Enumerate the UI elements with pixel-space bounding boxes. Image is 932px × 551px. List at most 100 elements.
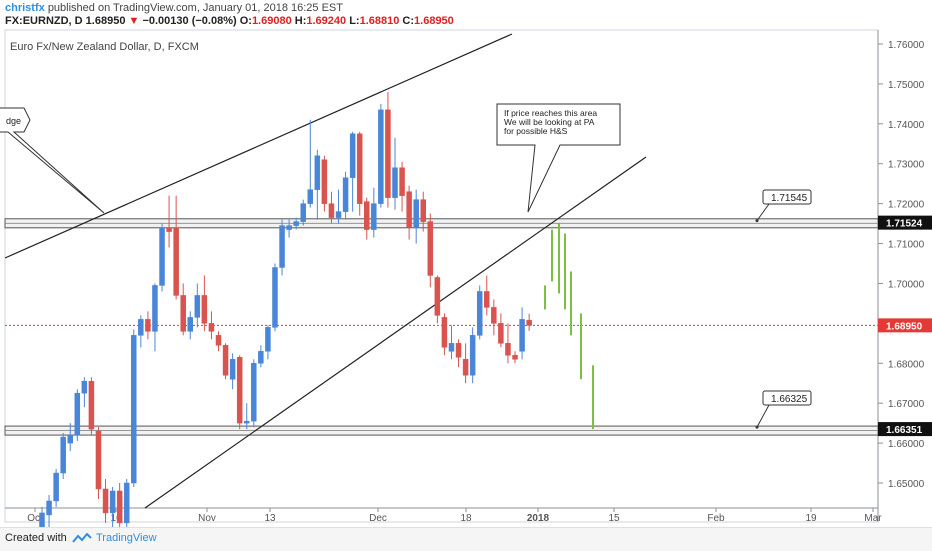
high-value: 1.69240 <box>306 15 347 27</box>
price-tick-label: 1.74000 <box>888 120 925 131</box>
level-price-tag <box>878 422 932 437</box>
candle-body <box>95 430 102 490</box>
ohlc-line: FX:EURNZD, D 1.68950 ▼ −0.00130 (−0.08%)… <box>5 15 454 27</box>
callout-pointer <box>756 203 770 221</box>
candle-body <box>427 221 434 276</box>
time-tick-label: Feb <box>707 513 725 524</box>
callout-anchor-dot <box>755 425 759 429</box>
horizontal-levels: 1.71524 1.66351 1.68950 <box>4 215 932 437</box>
candle-body <box>215 335 222 346</box>
candle-body <box>159 227 165 286</box>
candle-body <box>131 335 137 484</box>
last-price: 1.68950 <box>85 15 126 27</box>
candle-body <box>399 167 405 196</box>
time-tick-label: 16 <box>110 513 122 524</box>
tradingview-logo-icon <box>72 533 92 543</box>
candle-body <box>406 191 412 228</box>
candle-body <box>173 227 179 296</box>
author-link[interactable]: christfx <box>5 2 45 14</box>
price-tick-label: 1.73000 <box>888 160 925 171</box>
candle-body <box>349 133 356 178</box>
price-tick-label: 1.75000 <box>888 80 925 91</box>
callout-label: 1.71545 <box>771 193 808 204</box>
candle-body <box>67 434 73 444</box>
high-label: H: <box>294 15 307 27</box>
candle-body <box>60 436 66 474</box>
price-chart[interactable]: Euro Fx/New Zealand Dollar, D, FXCM 1.76… <box>0 0 932 527</box>
symbol-label: FX:EURNZD, D <box>5 15 83 27</box>
callout-box <box>762 390 812 406</box>
price-tick-label: 1.67000 <box>888 399 925 410</box>
candle-body <box>243 420 250 424</box>
callout-anchor-dot <box>755 219 759 223</box>
candle-body <box>512 355 518 360</box>
candle-body <box>116 490 123 524</box>
candle-body <box>420 199 426 222</box>
candle-body <box>53 472 59 502</box>
candle-body <box>222 345 229 376</box>
level-price-tag <box>878 215 932 230</box>
callout-label: 1.66325 <box>771 394 808 405</box>
candle-body <box>187 317 194 332</box>
footer-bar: Created with TradingView <box>0 527 932 551</box>
candle-body <box>335 211 342 218</box>
price-tick-label: 1.65000 <box>888 479 925 490</box>
candle-body <box>476 291 483 336</box>
low-value: 1.68810 <box>359 15 400 27</box>
time-tick-label: 2018 <box>527 513 550 524</box>
current-price-tag-label: 1.68950 <box>886 321 923 332</box>
publish-line: christfx published on TradingView.com, J… <box>5 2 343 14</box>
price-tick-label: 1.66000 <box>888 439 925 450</box>
candle-body <box>102 488 109 514</box>
candle-body <box>286 225 292 230</box>
candle-body <box>356 133 363 204</box>
wedge-label-text: dge <box>6 116 21 126</box>
low-label: L: <box>349 15 360 27</box>
price-tick-label: 1.76000 <box>888 40 925 51</box>
annotation-text: We will be looking at PA <box>504 117 595 127</box>
upper-channel-line <box>4 33 513 259</box>
candle-body <box>526 319 532 326</box>
chart-title: Euro Fx/New Zealand Dollar, D, FXCM <box>10 41 199 53</box>
candle-body <box>236 357 243 424</box>
candle-body <box>307 189 314 204</box>
candle-body <box>46 500 52 516</box>
candle-body <box>321 159 328 204</box>
open-value: 1.69080 <box>251 15 292 27</box>
time-tick-label: Oct <box>27 513 43 524</box>
current-price-tag <box>878 318 932 333</box>
candle-body <box>484 291 490 308</box>
candle-body <box>505 343 511 356</box>
candle-body <box>491 307 497 324</box>
tradingview-link[interactable]: TradingView <box>96 532 157 544</box>
candle-body <box>251 363 257 422</box>
time-tick-label: 13 <box>264 513 276 524</box>
candle-body <box>208 323 215 332</box>
candle-body <box>166 227 172 232</box>
wedge-label-bubble <box>0 107 105 214</box>
candle-body <box>145 319 151 332</box>
price-tick-label: 1.68000 <box>888 359 925 370</box>
candle-body <box>138 319 144 336</box>
candle-body <box>74 392 81 436</box>
annotations: 1.71545 1.66325 If price reaches this area… <box>0 103 812 429</box>
candle-body <box>314 155 321 190</box>
candle-body <box>462 359 469 376</box>
annotation-bubble <box>496 103 621 213</box>
candle-body <box>378 109 384 204</box>
candle-body <box>371 203 377 230</box>
plot-area[interactable] <box>4 29 879 523</box>
candle-body <box>293 221 299 226</box>
time-tick-label: 18 <box>460 513 472 524</box>
projection-path <box>544 223 594 430</box>
level-price-tag-label: 1.66351 <box>886 425 923 436</box>
candle-body <box>364 201 370 230</box>
candle-body <box>152 285 158 332</box>
candle-body <box>434 277 441 316</box>
lower-channel-line <box>144 156 647 509</box>
candle-body <box>201 295 208 324</box>
open-label: O: <box>239 15 252 27</box>
candle-body <box>229 359 236 380</box>
candle-body <box>265 327 271 352</box>
created-with-label: Created with <box>5 532 67 544</box>
